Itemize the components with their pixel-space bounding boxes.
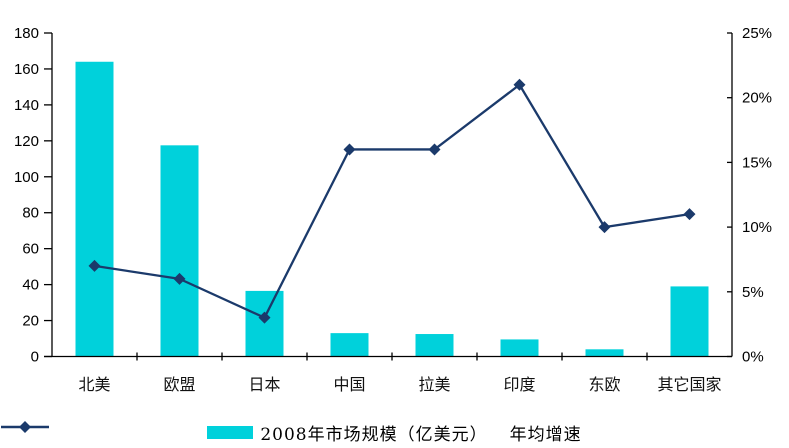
line-point-3 [343,143,356,156]
legend-item-bar-series: 2008年市场规模（亿美元） [207,420,487,445]
bar-7 [670,286,709,357]
left-axis-tick-label: 80 [22,205,39,222]
left-axis-tick-label: 120 [14,133,39,150]
line-point-2 [258,311,271,324]
chart-legend: 2008年市场规模（亿美元） 年均增速 [0,420,789,445]
left-axis-tick-label: 100 [14,169,39,186]
left-axis-tick-label: 20 [22,313,39,330]
left-axis-tick-label: 0 [31,349,39,366]
bar-series-label: 2008年市场规模（亿美元） [260,425,488,445]
bar-3 [330,333,369,357]
bar-1 [160,145,199,357]
line-series-marker-icon [1,421,49,433]
line-point-4 [428,143,441,156]
left-axis-tick-label: 40 [22,277,39,294]
category-label-0: 北美 [78,375,110,394]
bar-6 [585,349,624,357]
category-label-2: 日本 [248,375,280,394]
line-point-6 [598,221,611,234]
bar-2 [245,290,284,357]
left-axis-tick-label: 160 [14,61,39,78]
line-point-7 [683,208,696,221]
line-series-label: 年均增速 [509,425,582,445]
category-label-3: 中国 [333,375,365,394]
category-label-1: 欧盟 [163,375,195,394]
right-axis-tick-label: 20% [742,90,772,107]
right-axis-tick-label: 0% [742,349,764,366]
left-axis-tick-label: 180 [14,25,39,42]
right-axis-tick-label: 25% [742,25,772,42]
left-axis-tick-label: 140 [14,97,39,114]
line-point-5 [513,78,526,91]
category-label-6: 东欧 [588,375,620,394]
category-label-7: 其它国家 [657,375,721,394]
left-axis-tick-label: 60 [22,241,39,258]
legend-item-line-series: 年均增速 [1,420,582,445]
right-axis-tick-label: 10% [742,219,772,236]
category-label-4: 拉美 [418,375,450,394]
bar-5 [500,339,539,357]
bar-4 [415,334,454,357]
bar-series-swatch-icon [207,426,254,439]
growth-line [94,83,690,319]
bar-0 [75,61,114,357]
right-axis-tick-label: 15% [742,154,772,171]
category-label-5: 印度 [503,375,535,394]
line-point-0 [88,259,101,272]
line-point-1 [173,272,186,285]
right-axis-tick-label: 5% [742,284,764,301]
